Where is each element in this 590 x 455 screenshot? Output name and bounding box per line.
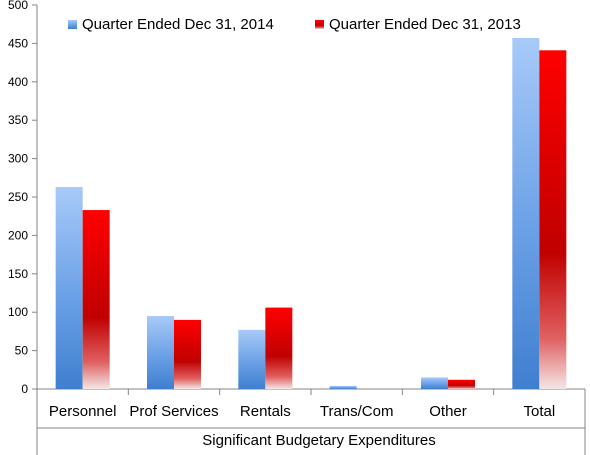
legend-label-2013: Quarter Ended Dec 31, 2013 bbox=[329, 16, 521, 33]
bar-trans-com-series-1 bbox=[329, 385, 357, 389]
legend-label-2014: Quarter Ended Dec 31, 2014 bbox=[82, 16, 274, 33]
bar-other-series-2 bbox=[448, 379, 475, 389]
x-axis-label: Significant Budgetary Expenditures bbox=[202, 432, 435, 449]
bar-personnel-series-1 bbox=[55, 187, 83, 389]
category-labels: Personnel Prof Services Rentals Trans/Com Ot… bbox=[49, 403, 555, 420]
bar-other-series-1 bbox=[421, 377, 448, 389]
y-tick-label: 50 bbox=[15, 344, 29, 358]
y-tick-label: 200 bbox=[8, 228, 28, 242]
bars bbox=[55, 38, 567, 390]
y-tick-label: 150 bbox=[8, 267, 28, 281]
y-tick-label: 450 bbox=[8, 36, 28, 50]
legend: Quarter Ended Dec 31, 2014 Quarter Ended… bbox=[68, 16, 521, 33]
bar-rentals-series-1 bbox=[238, 329, 266, 389]
y-tick-label: 300 bbox=[8, 152, 28, 166]
x-tick-label: Other bbox=[429, 403, 467, 420]
y-tick-label: 500 bbox=[8, 0, 28, 12]
y-tick-label: 0 bbox=[21, 382, 28, 396]
y-tick-label: 350 bbox=[8, 113, 28, 127]
x-tick-label: Personnel bbox=[49, 403, 117, 420]
legend-swatch-2014 bbox=[68, 20, 77, 29]
y-axis: 0 50 100 150 200 250 300 350 400 450 500 bbox=[8, 0, 38, 396]
x-axis bbox=[36, 388, 586, 455]
x-tick-label: Total bbox=[523, 403, 555, 420]
y-tick-label: 400 bbox=[8, 75, 28, 89]
bar-personnel-series-2 bbox=[82, 210, 110, 389]
x-tick-label: Rentals bbox=[240, 403, 291, 420]
bar-total-series-2 bbox=[539, 50, 567, 389]
bar-total-series-1 bbox=[512, 38, 540, 390]
bar-rentals-series-2 bbox=[265, 307, 293, 389]
y-tick-label: 100 bbox=[8, 305, 28, 319]
legend-swatch-2013 bbox=[315, 20, 324, 29]
x-tick-label: Prof Services bbox=[129, 403, 218, 420]
x-tick-label: Trans/Com bbox=[320, 403, 394, 420]
y-tick-label: 250 bbox=[8, 190, 28, 204]
bar-prof-services-series-1 bbox=[147, 316, 174, 389]
bar-prof-services-series-2 bbox=[174, 319, 201, 389]
